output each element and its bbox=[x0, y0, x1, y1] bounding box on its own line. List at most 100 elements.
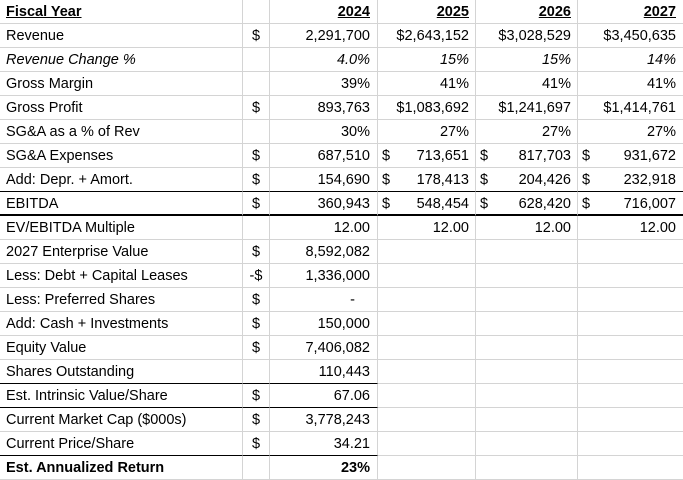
cell[interactable] bbox=[378, 408, 476, 432]
value-2024[interactable]: 34.21 bbox=[270, 432, 378, 456]
cell[interactable] bbox=[578, 360, 683, 384]
value-2026[interactable]: 12.00 bbox=[476, 216, 578, 240]
row-label[interactable]: Equity Value bbox=[0, 336, 243, 360]
row-label[interactable]: Revenue bbox=[0, 24, 243, 48]
currency-symbol[interactable]: $ bbox=[243, 384, 270, 408]
value-2027[interactable]: 27% bbox=[578, 120, 683, 144]
currency-symbol[interactable]: $ bbox=[243, 408, 270, 432]
row-label[interactable]: Gross Profit bbox=[0, 96, 243, 120]
currency-symbol[interactable]: $ bbox=[243, 288, 270, 312]
row-label[interactable]: Gross Margin bbox=[0, 72, 243, 96]
row-label[interactable]: Current Market Cap ($000s) bbox=[0, 408, 243, 432]
value-2024[interactable]: 23% bbox=[270, 456, 378, 480]
cell[interactable] bbox=[378, 432, 476, 456]
value-2026[interactable]: $1,241,697 bbox=[476, 96, 578, 120]
value-2027[interactable]: 12.00 bbox=[578, 216, 683, 240]
row-label[interactable]: Less: Debt + Capital Leases bbox=[0, 264, 243, 288]
cell[interactable] bbox=[476, 264, 578, 288]
cell[interactable] bbox=[378, 360, 476, 384]
cell[interactable] bbox=[578, 384, 683, 408]
cell[interactable] bbox=[378, 312, 476, 336]
value-2024[interactable]: 8,592,082 bbox=[270, 240, 378, 264]
row-label[interactable]: SG&A as a % of Rev bbox=[0, 120, 243, 144]
cell[interactable] bbox=[476, 384, 578, 408]
cell[interactable] bbox=[378, 336, 476, 360]
year-2025[interactable]: 2025 bbox=[378, 0, 476, 24]
value-2024[interactable]: 154,690 bbox=[270, 168, 378, 192]
currency-symbol[interactable]: $ bbox=[243, 432, 270, 456]
value-2025[interactable]: 41% bbox=[378, 72, 476, 96]
value-2024[interactable]: 1,336,000 bbox=[270, 264, 378, 288]
value-2024[interactable]: 893,763 bbox=[270, 96, 378, 120]
cell[interactable] bbox=[243, 0, 270, 24]
value-2027[interactable]: $716,007 bbox=[578, 192, 683, 216]
value-2027[interactable]: $931,672 bbox=[578, 144, 683, 168]
cell[interactable] bbox=[578, 432, 683, 456]
value-2027[interactable]: 14% bbox=[578, 48, 683, 72]
cell[interactable] bbox=[378, 264, 476, 288]
currency-symbol[interactable] bbox=[243, 72, 270, 96]
value-2024[interactable]: 7,406,082 bbox=[270, 336, 378, 360]
cell[interactable] bbox=[378, 384, 476, 408]
value-2024[interactable]: 360,943 bbox=[270, 192, 378, 216]
cell[interactable] bbox=[476, 288, 578, 312]
row-label[interactable]: SG&A Expenses bbox=[0, 144, 243, 168]
cell[interactable] bbox=[476, 432, 578, 456]
value-2026[interactable]: 15% bbox=[476, 48, 578, 72]
value-2025[interactable]: 12.00 bbox=[378, 216, 476, 240]
currency-symbol[interactable] bbox=[243, 216, 270, 240]
value-2024[interactable]: 39% bbox=[270, 72, 378, 96]
cell[interactable] bbox=[476, 408, 578, 432]
year-2026[interactable]: 2026 bbox=[476, 0, 578, 24]
row-label[interactable]: Revenue Change % bbox=[0, 48, 243, 72]
cell[interactable] bbox=[476, 240, 578, 264]
currency-symbol[interactable]: $ bbox=[243, 240, 270, 264]
value-2027[interactable]: $232,918 bbox=[578, 168, 683, 192]
cell[interactable] bbox=[378, 288, 476, 312]
currency-symbol[interactable]: -$ bbox=[243, 264, 270, 288]
currency-symbol[interactable]: $ bbox=[243, 24, 270, 48]
cell[interactable] bbox=[378, 240, 476, 264]
cell[interactable] bbox=[578, 456, 683, 480]
cell[interactable] bbox=[578, 336, 683, 360]
header-label[interactable]: Fiscal Year bbox=[0, 0, 243, 24]
value-2024[interactable]: 4.0% bbox=[270, 48, 378, 72]
value-2024[interactable]: 2,291,700 bbox=[270, 24, 378, 48]
row-label[interactable]: 2027 Enterprise Value bbox=[0, 240, 243, 264]
currency-symbol[interactable]: $ bbox=[243, 96, 270, 120]
value-2027[interactable]: $3,450,635 bbox=[578, 24, 683, 48]
value-2024[interactable]: 687,510 bbox=[270, 144, 378, 168]
cell[interactable] bbox=[476, 360, 578, 384]
value-2025[interactable]: $548,454 bbox=[378, 192, 476, 216]
value-2025[interactable]: $2,643,152 bbox=[378, 24, 476, 48]
cell[interactable] bbox=[476, 336, 578, 360]
value-2025[interactable]: 15% bbox=[378, 48, 476, 72]
currency-symbol[interactable]: $ bbox=[243, 192, 270, 216]
year-2024[interactable]: 2024 bbox=[270, 0, 378, 24]
value-2026[interactable]: 41% bbox=[476, 72, 578, 96]
row-label[interactable]: Est. Intrinsic Value/Share bbox=[0, 384, 243, 408]
currency-symbol[interactable]: $ bbox=[243, 336, 270, 360]
year-2027[interactable]: 2027 bbox=[578, 0, 683, 24]
value-2025[interactable]: $713,651 bbox=[378, 144, 476, 168]
value-2026[interactable]: $204,426 bbox=[476, 168, 578, 192]
cell[interactable] bbox=[578, 408, 683, 432]
row-label[interactable]: Shares Outstanding bbox=[0, 360, 243, 384]
currency-symbol[interactable]: $ bbox=[243, 312, 270, 336]
currency-symbol[interactable] bbox=[243, 456, 270, 480]
currency-symbol[interactable] bbox=[243, 120, 270, 144]
row-label[interactable]: Current Price/Share bbox=[0, 432, 243, 456]
currency-symbol[interactable] bbox=[243, 48, 270, 72]
value-2025[interactable]: 27% bbox=[378, 120, 476, 144]
value-2026[interactable]: $628,420 bbox=[476, 192, 578, 216]
cell[interactable] bbox=[378, 456, 476, 480]
cell[interactable] bbox=[476, 312, 578, 336]
value-2024[interactable]: 12.00 bbox=[270, 216, 378, 240]
currency-symbol[interactable]: $ bbox=[243, 168, 270, 192]
row-label[interactable]: EBITDA bbox=[0, 192, 243, 216]
row-label[interactable]: Add: Cash + Investments bbox=[0, 312, 243, 336]
row-label[interactable]: EV/EBITDA Multiple bbox=[0, 216, 243, 240]
value-2025[interactable]: $178,413 bbox=[378, 168, 476, 192]
currency-symbol[interactable]: $ bbox=[243, 144, 270, 168]
cell[interactable] bbox=[476, 456, 578, 480]
